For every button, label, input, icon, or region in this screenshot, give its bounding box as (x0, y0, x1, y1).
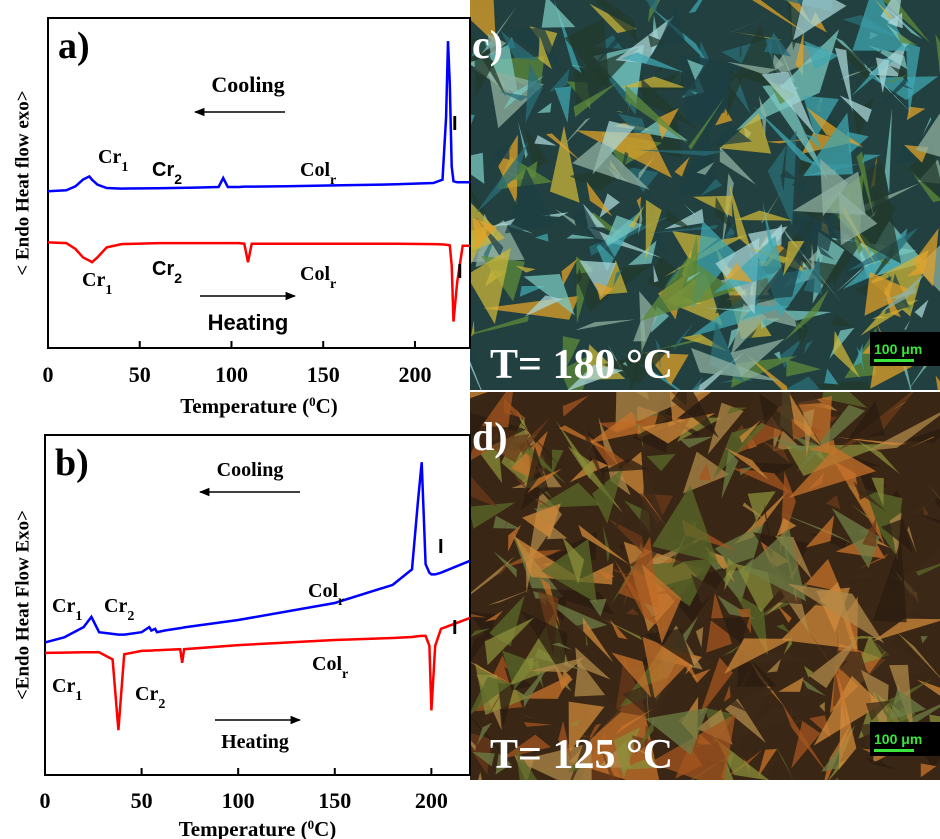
x-axis-label-part: C) (314, 817, 336, 839)
x-axis-label: Temperature (0C) (179, 817, 337, 839)
phase-name: I (452, 113, 458, 135)
phase-name: Cr (52, 595, 75, 617)
phase-label: Colr (300, 159, 336, 188)
scan-label: Heating (221, 731, 289, 753)
phase-subscript: 2 (127, 609, 134, 624)
phase-label: Cr2 (135, 683, 165, 712)
phase-subscript: r (330, 277, 336, 292)
dsc-curve (45, 618, 470, 730)
x-tick-label: 100 (215, 362, 248, 387)
scan-label: Cooling (217, 459, 284, 481)
x-tick-label: 0 (40, 788, 51, 813)
phase-subscript: 1 (75, 609, 82, 624)
phase-label: Cr1 (98, 146, 128, 175)
phase-name: Cr (98, 146, 121, 168)
temperature-label: T= 125 °C (490, 732, 673, 778)
phase-name: Col (300, 263, 330, 285)
x-tick-label: 200 (398, 362, 431, 387)
x-tick-label: 0 (43, 362, 54, 387)
phase-label: Cr1 (52, 675, 82, 704)
phase-name: I (438, 536, 444, 558)
x-axis-label-part: Temperature ( (179, 817, 308, 839)
phase-label: Cr1 (82, 269, 112, 298)
phase-name: Cr (82, 269, 105, 291)
page: {"chart_data": [ {"type": "line", "panel… (0, 0, 940, 839)
micrograph-label: d) (472, 414, 508, 459)
y-axis-label: < Endo Heat flow exo> (12, 90, 33, 275)
phase-label: I (438, 536, 444, 558)
phase-name: Cr (104, 595, 127, 617)
scale-bar-label: 100 μm (874, 341, 922, 357)
panel-label: b) (55, 442, 89, 484)
scale-bar (874, 749, 914, 752)
crystal-domain (815, 778, 840, 798)
phase-subscript: r (330, 173, 336, 188)
x-tick-label: 50 (131, 788, 153, 813)
scale-bar-label: 100 μm (874, 731, 922, 747)
micrograph-label: c) (472, 22, 503, 67)
phase-subscript: 2 (174, 171, 182, 187)
panel-label: a) (58, 25, 90, 67)
phase-name: Cr (152, 159, 174, 181)
phase-name: Col (312, 653, 342, 675)
phase-name: Cr (135, 683, 158, 705)
scale-bar (874, 359, 914, 362)
phase-label: Cr2 (152, 258, 182, 286)
figure: c) T= 180 °C 100 μm d) T= 125 °C 100 μm 0 50 100… (0, 0, 940, 839)
phase-label: I (452, 617, 458, 639)
x-axis-label: Temperature (0C) (180, 394, 338, 419)
phase-label: I (452, 113, 458, 135)
phase-name: Cr (152, 258, 174, 280)
phase-label: I (457, 261, 463, 283)
phase-subscript: 1 (75, 689, 82, 704)
dsc-curve (48, 41, 470, 191)
phase-name: I (452, 617, 458, 639)
scan-label: Cooling (211, 72, 284, 97)
x-axis-label-part: Temperature ( (180, 394, 309, 418)
crystal-domain (450, 153, 484, 184)
phase-subscript: r (342, 667, 348, 682)
phase-name: Col (300, 159, 330, 181)
phase-label: Colr (300, 263, 336, 292)
phase-label: Cr2 (104, 595, 134, 624)
crystal-domain (635, 789, 687, 802)
x-tick-label: 150 (318, 788, 351, 813)
phase-subscript: 1 (121, 160, 128, 175)
temperature-label: T= 180 °C (490, 342, 673, 388)
phase-name: Col (308, 580, 338, 602)
x-tick-label: 200 (415, 788, 448, 813)
phase-name: Cr (52, 675, 75, 697)
phase-label: Colr (312, 653, 348, 682)
phase-name: I (457, 261, 463, 283)
phase-subscript: 2 (158, 697, 165, 712)
x-axis-label-part: C) (316, 394, 338, 418)
x-tick-label: 150 (307, 362, 340, 387)
x-tick-label: 50 (129, 362, 151, 387)
phase-label: Cr1 (52, 595, 82, 624)
x-tick-label: 100 (222, 788, 255, 813)
phase-subscript: r (338, 594, 344, 609)
scan-label: Heating (208, 310, 289, 335)
crystal-domain (468, 772, 492, 828)
phase-subscript: 2 (174, 270, 182, 286)
phase-label: Cr2 (152, 159, 182, 187)
y-axis-label: <Endo Heat Flow Exo> (12, 510, 33, 700)
phase-subscript: 1 (105, 283, 112, 298)
